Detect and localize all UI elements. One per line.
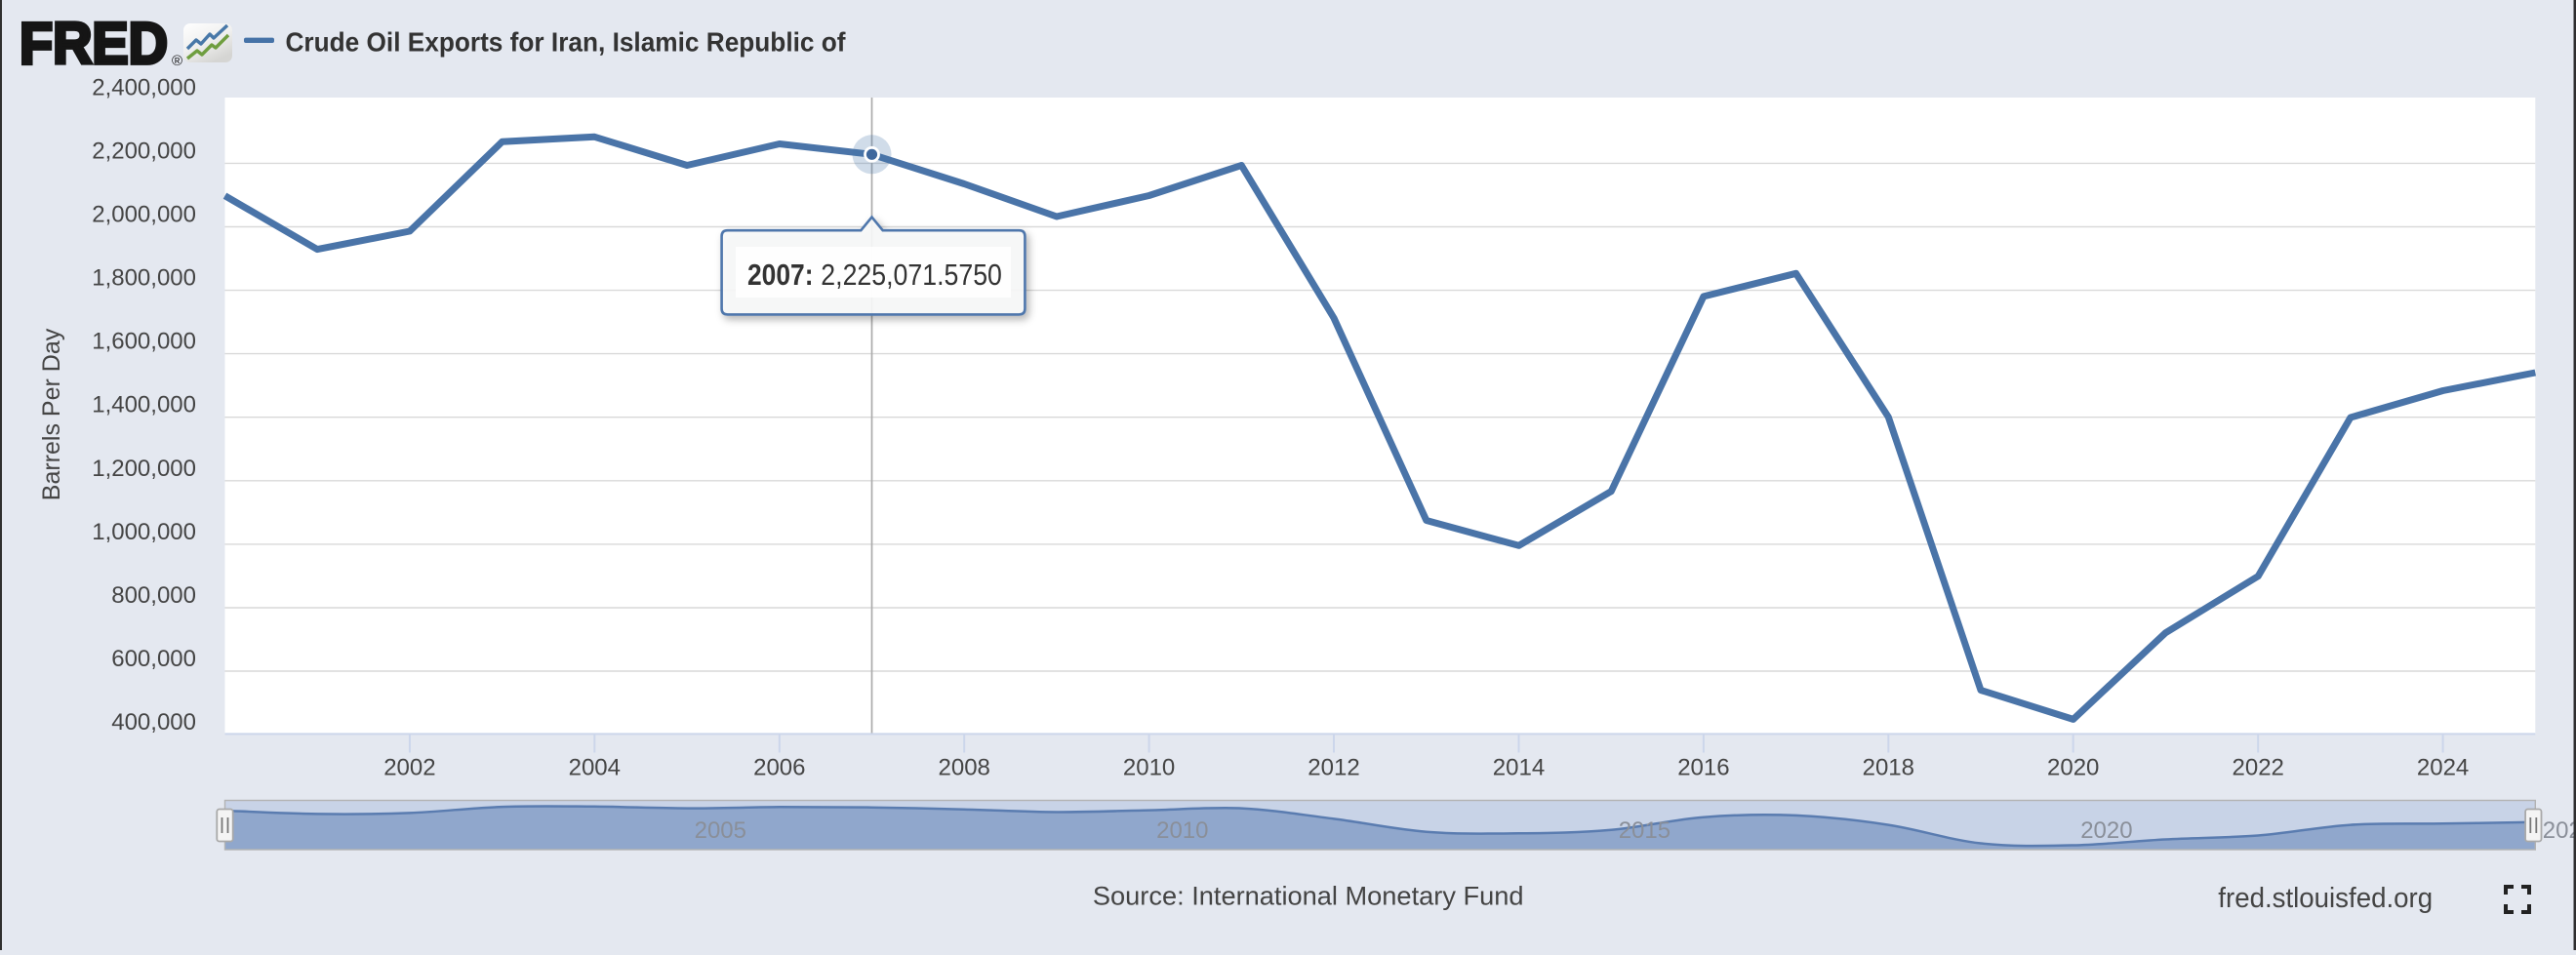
svg-text:®: ® bbox=[172, 53, 182, 69]
svg-text:Source: International Monetary: Source: International Monetary Fund bbox=[1093, 881, 1524, 910]
svg-text:Barrels Per Day: Barrels Per Day bbox=[38, 328, 65, 500]
svg-text:2,200,000: 2,200,000 bbox=[92, 138, 196, 164]
svg-text:600,000: 600,000 bbox=[111, 646, 196, 672]
svg-text:2015: 2015 bbox=[1619, 817, 1670, 844]
svg-text:2024: 2024 bbox=[2417, 755, 2469, 781]
svg-text:2,000,000: 2,000,000 bbox=[92, 202, 196, 228]
svg-text:2020: 2020 bbox=[2080, 817, 2132, 844]
svg-text:1,200,000: 1,200,000 bbox=[92, 456, 196, 482]
svg-text:400,000: 400,000 bbox=[111, 709, 196, 736]
svg-text:2020: 2020 bbox=[2047, 755, 2099, 781]
svg-text:1,600,000: 1,600,000 bbox=[92, 329, 196, 355]
svg-text:Crude Oil Exports for Iran, Is: Crude Oil Exports for Iran, Islamic Repu… bbox=[286, 27, 847, 58]
svg-text:1,400,000: 1,400,000 bbox=[92, 392, 196, 418]
svg-text:fred.stlouisfed.org: fred.stlouisfed.org bbox=[2218, 883, 2433, 914]
svg-text:800,000: 800,000 bbox=[111, 582, 196, 609]
svg-text:2005: 2005 bbox=[695, 817, 746, 844]
svg-text:2010: 2010 bbox=[1156, 817, 1208, 844]
svg-text:2002: 2002 bbox=[383, 755, 435, 781]
svg-text:2025: 2025 bbox=[2543, 817, 2576, 844]
svg-text:2018: 2018 bbox=[1863, 755, 1914, 781]
svg-text:2006: 2006 bbox=[753, 755, 805, 781]
svg-text:2,400,000: 2,400,000 bbox=[92, 74, 196, 100]
svg-text:2008: 2008 bbox=[939, 755, 990, 781]
svg-text:2014: 2014 bbox=[1493, 755, 1545, 781]
svg-text:1,800,000: 1,800,000 bbox=[92, 265, 196, 292]
svg-text:2010: 2010 bbox=[1123, 755, 1175, 781]
svg-text:2007:2,225,071.5750: 2007:2,225,071.5750 bbox=[747, 258, 1002, 292]
svg-text:2016: 2016 bbox=[1677, 755, 1729, 781]
svg-text:FRED: FRED bbox=[20, 11, 168, 76]
svg-text:1,000,000: 1,000,000 bbox=[92, 519, 196, 545]
svg-text:2012: 2012 bbox=[1308, 755, 1359, 781]
svg-text:2022: 2022 bbox=[2233, 755, 2284, 781]
svg-text:2004: 2004 bbox=[569, 755, 621, 781]
